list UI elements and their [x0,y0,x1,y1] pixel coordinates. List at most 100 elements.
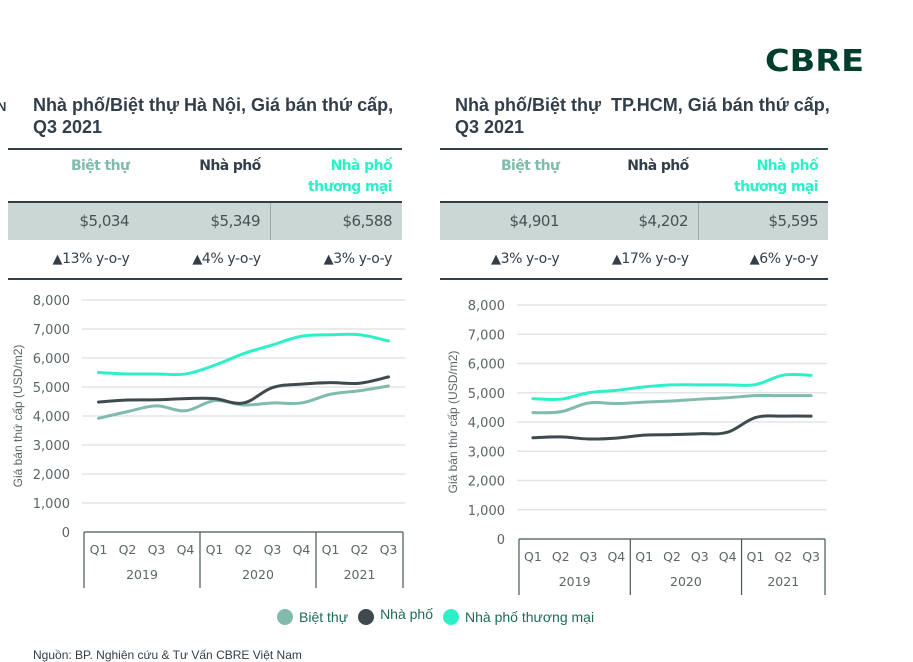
legend-label: Biệt thự [299,609,349,625]
x-tick-label: Q2 [119,542,137,557]
price-villa: $5,034 [79,212,130,230]
hcm-line-chart: 0 1,000 2,000 3,000 4,000 5,000 6,000 7,000 8,00… [446,299,827,595]
header-villa: Biệt thự [500,158,560,174]
y-tick-label: 4,000 [33,410,70,425]
x-tick-label: Q3 [264,542,282,557]
yoy-value: 3% y-o-y [500,251,560,267]
yoy-value: 17% y-o-y [621,251,689,267]
up-triangle-icon: ▲ [490,252,501,267]
cut-off-title-letter: N [0,99,7,114]
up-triangle-icon: ▲ [749,252,760,267]
series-line-villa [531,394,813,415]
cbre-logo: CBRE [765,44,865,79]
x-year-label: 2020 [670,574,702,589]
y-tick-label: 4,000 [468,416,505,431]
yoy-value: 6% y-o-y [759,251,818,267]
series-line-shophouse [97,332,390,377]
x-tick-label: Q1 [90,542,108,557]
x-tick-label: Q1 [747,549,765,564]
price-shophouse: $6,588 [270,203,402,240]
x-tick-label: Q1 [635,549,653,564]
header-townhouse: Nhà phố [627,158,689,174]
y-tick-label: 7,000 [468,328,505,343]
x-tick-label: Q4 [607,549,625,564]
y-tick-label: 8,000 [468,299,505,314]
x-tick-label: Q2 [235,542,253,557]
yoy-townhouse: ▲17% y-o-y [569,240,698,278]
x-tick-label: Q3 [802,549,820,564]
up-triangle-icon: ▲ [611,252,622,267]
hanoi-kpi-table: Biệt thự Nhà phố Nhà phố thương mại $5,0… [8,148,402,280]
series-line-townhouse [97,375,390,405]
x-tick-label: Q4 [293,542,311,557]
x-tick-label: Q4 [177,542,195,557]
header-shophouse: Nhà phố thương mại [734,158,819,195]
up-triangle-icon: ▲ [52,252,63,267]
y-tick-label: 0 [497,533,505,548]
kpi-price-row: $4,901 $4,202 $5,595 [440,201,828,240]
y-axis-label: Giá bán thứ cấp (USD/m2) [446,351,460,494]
price-villa: $4,901 [509,212,560,230]
x-tick-label: Q1 [524,549,542,564]
legend-label: Nhà phố thương mại [465,609,595,625]
x-year-label: 2019 [559,574,591,589]
x-year-label: 2021 [767,574,799,589]
legend-item-townhouse: Nhà phố [358,606,433,625]
yoy-shophouse: ▲3% y-o-y [271,240,402,278]
header-townhouse: Nhà phố [199,158,261,174]
hanoi-title: Nhà phố/Biệt thự Hà Nội, Giá bán thứ cấp… [33,95,394,137]
legend-dot-shophouse [443,609,459,625]
hanoi-panel: Nhà phố/Biệt thự Hà Nội, Giá bán thứ cấp… [8,94,402,280]
up-triangle-icon: ▲ [192,252,202,267]
x-tick-label: Q2 [663,549,681,564]
y-tick-label: 6,000 [468,358,505,373]
y-tick-label: 1,000 [468,504,505,519]
series-line-townhouse [531,414,813,441]
price-townhouse: $5,349 [210,212,261,230]
yoy-villa: ▲3% y-o-y [440,240,569,278]
x-tick-label: Q2 [552,549,570,564]
x-year-label: 2019 [126,567,158,582]
x-tick-label: Q2 [774,549,792,564]
yoy-villa: ▲13% y-o-y [8,240,139,278]
yoy-value: 4% y-o-y [201,251,261,267]
kpi-price-row: $5,034 $5,349 $6,588 [8,201,402,240]
source-note: Nguồn: BP. Nghiên cứu & Tư Vấn CBRE Việt… [33,648,302,662]
price-townhouse: $4,202 [638,212,689,230]
x-tick-label: Q3 [580,549,598,564]
hcm-kpi-table: Biệt thự Nhà phố Nhà phố thương mại $4,9… [440,148,828,280]
x-tick-label: Q3 [691,549,709,564]
y-tick-label: 3,000 [33,439,70,454]
x-year-label: 2020 [242,567,274,582]
legend-item-villa: Biệt thự [277,609,348,625]
y-tick-label: 2,000 [468,475,505,490]
x-tick-label: Q3 [148,542,166,557]
y-tick-label: 2,000 [33,468,70,483]
price-shophouse: $5,595 [698,203,828,240]
x-tick-label: Q2 [351,542,369,557]
yoy-value: 13% y-o-y [62,251,130,267]
kpi-header-row: Biệt thự Nhà phố Nhà phố thương mại [440,150,828,201]
yoy-townhouse: ▲4% y-o-y [139,240,270,278]
y-tick-label: 8,000 [33,294,70,309]
hcm-title: Nhà phố/Biệt thự TP.HCM, Giá bán thứ cấp… [455,95,830,137]
kpi-yoy-row: ▲3% y-o-y ▲17% y-o-y ▲6% y-o-y [440,240,828,278]
y-tick-label: 0 [62,526,70,541]
hanoi-line-chart: 0 1,000 2,000 3,000 4,000 5,000 6,000 7,000 8,00… [11,294,405,588]
legend-item-shophouse: Nhà phố thương mại [443,609,594,625]
up-triangle-icon: ▲ [323,252,334,267]
y-tick-label: 7,000 [33,323,70,338]
kpi-yoy-row: ▲13% y-o-y ▲4% y-o-y ▲3% y-o-y [8,240,402,278]
legend-dot-villa [277,609,293,625]
x-year-label: 2021 [344,567,376,582]
x-tick-label: Q1 [206,542,224,557]
legend-dot-townhouse [358,609,375,625]
header-villa: Biệt thự [70,158,130,174]
kpi-header-row: Biệt thự Nhà phố Nhà phố thương mại [8,150,402,201]
chart-legend: Biệt thự Nhà phố Nhà phố thương mại [277,606,604,625]
y-tick-label: 3,000 [468,445,505,460]
x-tick-label: Q4 [719,549,737,564]
x-tick-label: Q1 [322,542,340,557]
y-tick-label: 5,000 [33,381,70,396]
y-tick-label: 1,000 [33,497,70,512]
